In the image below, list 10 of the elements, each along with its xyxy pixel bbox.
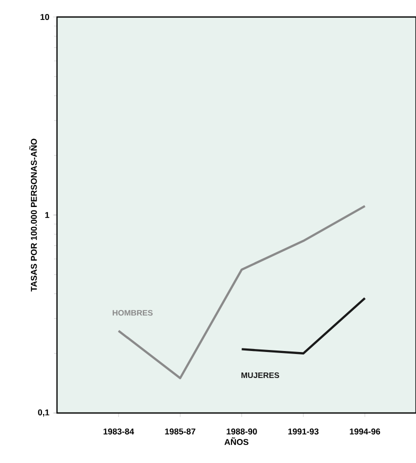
x-tick-label: 1988-90: [226, 428, 257, 434]
y-tick-label: 1: [45, 212, 50, 218]
x-tick-label: 1991-93: [288, 428, 319, 434]
y-tick-label: 0,1: [38, 409, 50, 417]
y-tick-label: 10: [40, 14, 50, 20]
x-tick-label: 1983-84: [104, 428, 134, 434]
y-axis-title: TASAS POR 100.000 PERSONAS-AÑO: [29, 138, 37, 292]
x-axis-title: AÑOS: [224, 437, 248, 445]
x-tick-label: 1985-87: [165, 428, 196, 434]
x-tick-label: 1994-96: [350, 428, 380, 434]
